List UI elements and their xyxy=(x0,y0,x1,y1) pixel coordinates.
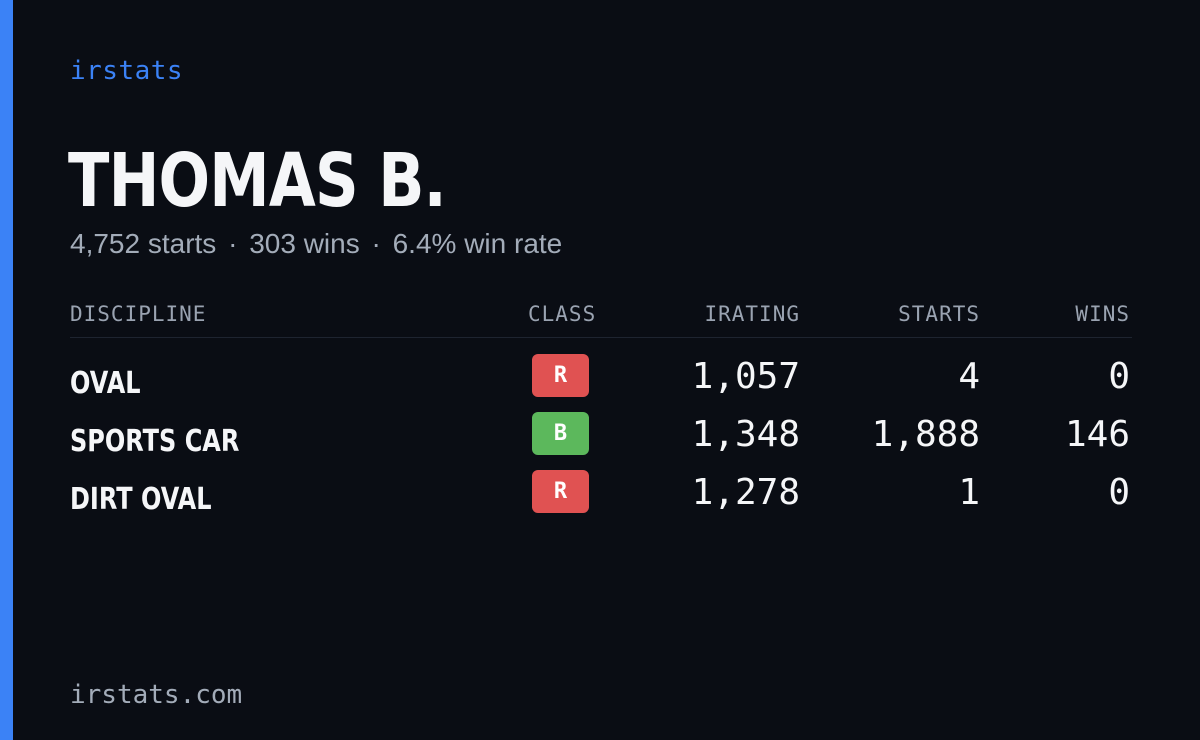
driver-summary: 4,752 starts · 303 wins · 6.4% win rate xyxy=(70,228,562,260)
stats-table: DISCIPLINE CLASS IRATING STARTS WINS OVA… xyxy=(70,298,1132,528)
footer-url: irstats.com xyxy=(70,680,243,710)
starts-value: 1 xyxy=(958,472,980,513)
class-badge: R xyxy=(532,354,589,397)
brand-logo: irstats xyxy=(70,56,184,86)
wins-value: 146 xyxy=(1064,414,1130,455)
discipline-name: OVAL xyxy=(70,366,141,401)
starts-value: 4 xyxy=(958,356,980,397)
column-header-class: CLASS xyxy=(528,302,597,326)
table-row: OVAL R 1,057 4 0 xyxy=(70,354,1132,412)
column-header-discipline: DISCIPLINE xyxy=(70,302,207,326)
class-badge: B xyxy=(532,412,589,455)
discipline-name: DIRT OVAL xyxy=(70,482,212,517)
irating-value: 1,348 xyxy=(691,414,800,455)
class-badge: R xyxy=(532,470,589,513)
starts-value: 1,888 xyxy=(871,414,980,455)
irating-value: 1,057 xyxy=(691,356,800,397)
summary-wins: 303 wins xyxy=(249,228,360,259)
table-header: DISCIPLINE CLASS IRATING STARTS WINS xyxy=(70,298,1132,338)
summary-separator: · xyxy=(228,228,238,259)
accent-bar xyxy=(0,0,13,740)
irating-value: 1,278 xyxy=(691,472,800,513)
summary-separator: · xyxy=(371,228,381,259)
column-header-irating: IRATING xyxy=(704,302,800,326)
wins-value: 0 xyxy=(1108,356,1130,397)
column-header-starts: STARTS xyxy=(898,302,980,326)
column-header-wins: WINS xyxy=(1075,302,1130,326)
wins-value: 0 xyxy=(1108,472,1130,513)
table-row: SPORTS CAR B 1,348 1,888 146 xyxy=(70,412,1132,470)
driver-name: THOMAS B. xyxy=(68,138,447,224)
summary-starts: 4,752 starts xyxy=(70,228,217,259)
summary-win-rate: 6.4% win rate xyxy=(392,228,563,259)
discipline-name: SPORTS CAR xyxy=(70,424,240,459)
table-row: DIRT OVAL R 1,278 1 0 xyxy=(70,470,1132,528)
